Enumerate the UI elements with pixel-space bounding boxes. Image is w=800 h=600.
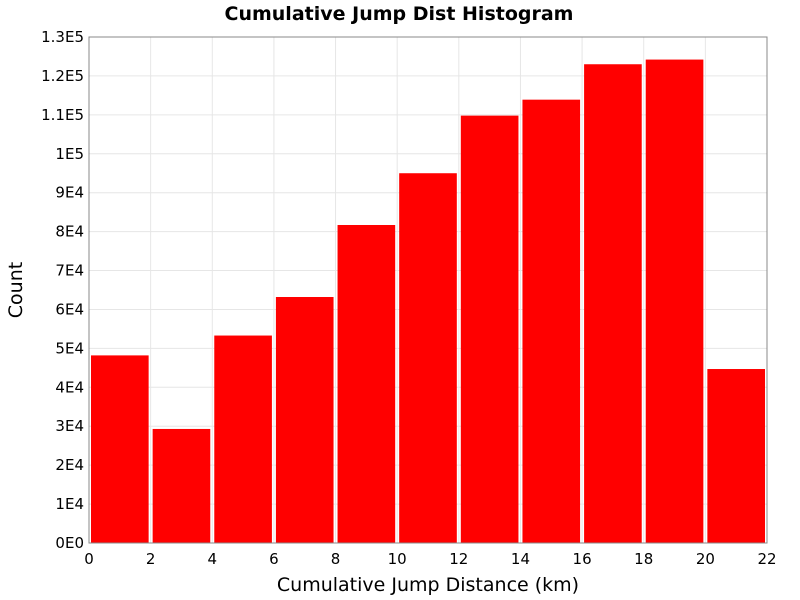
histogram-bar [275, 297, 334, 543]
y-tick-label: 3E4 [55, 417, 84, 435]
y-axis-label: Count [5, 262, 27, 318]
y-tick-label: 8E4 [55, 223, 84, 241]
x-axis-ticks: 0 2 4 6 8 10 12 14 16 18 20 22 [84, 550, 776, 568]
histogram-bar [584, 64, 642, 543]
y-axis-ticks: 0E0 1E4 2E4 3E4 4E4 5E4 6E4 7E4 8E4 9E4 1E5 1.1E5 1.… [41, 28, 84, 552]
y-tick-label: 1E5 [55, 145, 84, 163]
x-tick-label: 10 [388, 550, 407, 568]
histogram-bar [645, 59, 704, 544]
x-tick-label: 18 [634, 550, 653, 568]
x-axis-label: Cumulative Jump Distance (km) [277, 574, 579, 596]
x-tick-label: 14 [511, 550, 530, 568]
histogram-bar [91, 355, 149, 543]
histogram-bar [214, 335, 272, 543]
x-tick-label: 8 [331, 550, 341, 568]
y-tick-label: 1.3E5 [41, 28, 84, 46]
histogram-bar [152, 428, 211, 543]
y-tick-label: 5E4 [55, 339, 84, 357]
histogram-bar [460, 115, 519, 543]
histogram-bar [707, 369, 765, 543]
y-tick-label: 1E4 [55, 495, 84, 513]
histogram-bar [522, 99, 581, 544]
y-tick-label: 1.2E5 [41, 67, 84, 85]
histogram-bar [337, 224, 396, 543]
bars [91, 59, 765, 544]
x-tick-label: 6 [269, 550, 279, 568]
y-tick-label: 9E4 [55, 184, 84, 202]
plot-area-border [88, 36, 768, 544]
x-tick-label: 20 [696, 550, 715, 568]
x-tick-label: 4 [207, 550, 217, 568]
y-tick-label: 0E0 [55, 534, 84, 552]
y-tick-label: 4E4 [55, 378, 84, 396]
x-tick-label: 22 [757, 550, 776, 568]
x-tick-label: 16 [573, 550, 592, 568]
histogram-bar [399, 173, 457, 543]
y-tick-label: 2E4 [55, 456, 84, 474]
y-tick-label: 7E4 [55, 262, 84, 280]
x-tick-label: 2 [146, 550, 156, 568]
y-tick-label: 1.1E5 [41, 106, 84, 124]
chart-title: Cumulative Jump Dist Histogram [225, 3, 574, 25]
x-tick-label: 12 [449, 550, 468, 568]
y-tick-label: 6E4 [55, 300, 84, 318]
x-tick-label: 0 [84, 550, 94, 568]
